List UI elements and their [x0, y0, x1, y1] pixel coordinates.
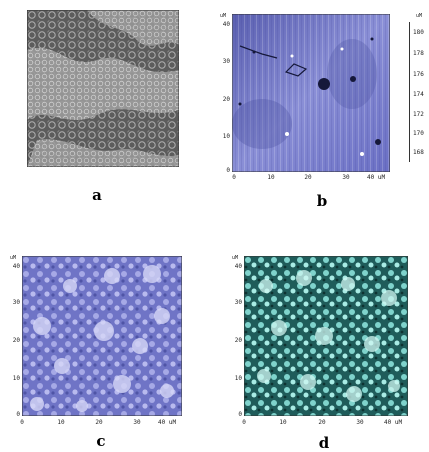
panel-c-image	[22, 256, 182, 416]
panel-c-x-tick: 20	[95, 419, 103, 426]
panel-c-caption: c	[96, 432, 106, 450]
panel-b-image	[232, 14, 390, 172]
panel-d-y-tick: 30	[234, 299, 242, 306]
panel-b-y-tick: 10	[222, 133, 230, 140]
panel-a-image	[27, 10, 179, 167]
panel-d-y-tick: 20	[234, 337, 242, 344]
panel-d-y-tick: 0	[238, 411, 242, 418]
panel-b-caption: b	[316, 192, 328, 210]
panel-c-y-tick: 20	[12, 337, 20, 344]
panel-c-x-tick: 40 uM	[158, 419, 177, 426]
panel-b-y-tick: 20	[222, 96, 230, 103]
panel-b-x-tick: 20	[304, 174, 312, 181]
panel-b-scale-edge	[409, 22, 410, 162]
panel-b-x-tick: 40 uM	[367, 174, 386, 181]
panel-d-x-tick: 30	[356, 419, 364, 426]
panel-b-x-tick: 0	[232, 174, 236, 181]
panel-c-y-tick: 40	[12, 263, 20, 270]
panel-d-caption: d	[318, 434, 330, 452]
panel-d-x-tick: 10	[279, 419, 287, 426]
panel-b-scale-unit: uM	[416, 13, 423, 19]
panel-b-scale-tick: 178	[413, 50, 424, 57]
panel-d-y-tick: 40	[234, 263, 242, 270]
panel-d-y-tick: 10	[234, 375, 242, 382]
panel-d-y-unit: uM	[232, 255, 239, 261]
panel-b-y-tick: 40	[222, 21, 230, 28]
panel-b-scale-tick: 172	[413, 111, 424, 118]
panel-b-y-unit: uM	[220, 13, 227, 19]
panel-b-scale-tick: 180	[413, 29, 424, 36]
panel-c-x-tick: 30	[133, 419, 141, 426]
panel-b-x-tick: 30	[342, 174, 350, 181]
panel-c-x-tick: 0	[20, 419, 24, 426]
panel-d-image	[244, 256, 408, 416]
panel-b-scale-tick: 168	[413, 149, 424, 156]
panel-c-y-tick: 10	[12, 375, 20, 382]
panel-c-y-unit: uM	[10, 255, 17, 261]
panel-d-x-tick: 0	[242, 419, 246, 426]
panel-b-scale-tick: 170	[413, 130, 424, 137]
panel-d-x-tick: 40 uM	[384, 419, 403, 426]
panel-a-caption: a	[92, 186, 102, 204]
panel-b-scale-tick: 176	[413, 71, 424, 78]
panel-c-y-tick: 0	[16, 411, 20, 418]
panel-b-y-tick: 0	[226, 167, 230, 174]
panel-b-scale-tick: 174	[413, 91, 424, 98]
panel-b-y-tick: 30	[222, 58, 230, 65]
panel-c-x-tick: 10	[57, 419, 65, 426]
panel-b-x-tick: 10	[267, 174, 275, 181]
panel-d-x-tick: 20	[318, 419, 326, 426]
panel-c-y-tick: 30	[12, 299, 20, 306]
